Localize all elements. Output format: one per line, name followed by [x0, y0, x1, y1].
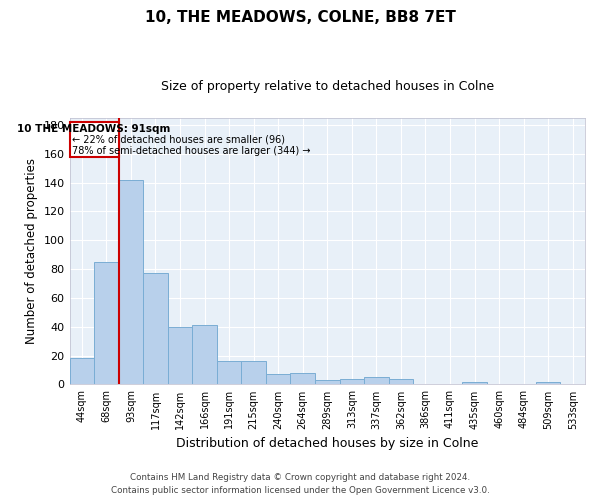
Bar — [290, 373, 315, 384]
Text: 10 THE MEADOWS: 91sqm: 10 THE MEADOWS: 91sqm — [17, 124, 171, 134]
X-axis label: Distribution of detached houses by size in Colne: Distribution of detached houses by size … — [176, 437, 478, 450]
Text: 10, THE MEADOWS, COLNE, BB8 7ET: 10, THE MEADOWS, COLNE, BB8 7ET — [145, 10, 455, 25]
Bar — [192, 326, 217, 384]
Bar — [168, 327, 192, 384]
Text: Contains HM Land Registry data © Crown copyright and database right 2024.
Contai: Contains HM Land Registry data © Crown c… — [110, 474, 490, 495]
Bar — [340, 378, 364, 384]
Text: 78% of semi-detached houses are larger (344) →: 78% of semi-detached houses are larger (… — [71, 146, 310, 156]
Title: Size of property relative to detached houses in Colne: Size of property relative to detached ho… — [161, 80, 494, 93]
Bar — [143, 274, 168, 384]
Bar — [70, 358, 94, 384]
Y-axis label: Number of detached properties: Number of detached properties — [25, 158, 38, 344]
Bar — [462, 382, 487, 384]
Bar — [241, 362, 266, 384]
Bar — [315, 380, 340, 384]
Bar — [536, 382, 560, 384]
Bar — [389, 378, 413, 384]
Bar — [266, 374, 290, 384]
Bar — [119, 180, 143, 384]
Bar — [217, 362, 241, 384]
Bar — [94, 262, 119, 384]
Bar — [364, 377, 389, 384]
FancyBboxPatch shape — [70, 122, 119, 156]
Text: ← 22% of detached houses are smaller (96): ← 22% of detached houses are smaller (96… — [71, 134, 284, 144]
